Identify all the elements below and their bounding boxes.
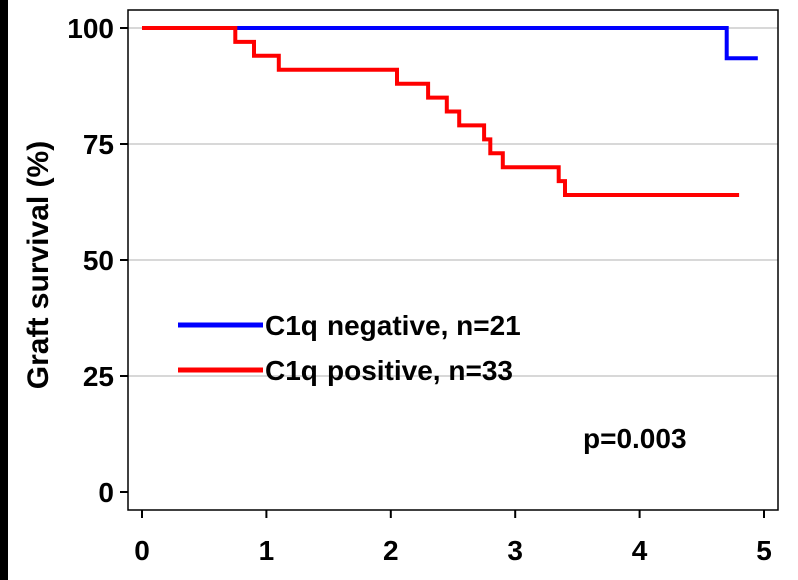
- y-axis-title: Graft survival (%): [22, 141, 55, 389]
- chart-background: [8, 0, 798, 580]
- series-lines: [142, 26, 758, 197]
- legend-label-positive-right: positive, n=33: [327, 355, 513, 386]
- x-tick-label-3: 3: [507, 535, 523, 566]
- y-axis: 0 25 50 75 100: [67, 13, 128, 508]
- legend-label-negative-left: C1q: [265, 310, 318, 341]
- y-tick-label-100: 100: [67, 13, 114, 44]
- y-tick-label-25: 25: [83, 361, 114, 392]
- x-tick-label-4: 4: [632, 535, 648, 566]
- p-value-annotation: p=0.003: [583, 423, 687, 454]
- x-axis: 0 1 2 3 4 5: [134, 510, 772, 566]
- y-tick-label-0: 0: [98, 477, 114, 508]
- legend-label-positive-left: C1q: [265, 355, 318, 386]
- x-tick-label-0: 0: [134, 535, 150, 566]
- x-tick-label-1: 1: [259, 535, 275, 566]
- series-line-c1q-negative: [142, 26, 758, 61]
- legend: C1q negative, n=21 C1q positive, n=33: [178, 310, 521, 386]
- series-line-c1q-positive: [142, 26, 740, 197]
- legend-label-negative-right: negative, n=21: [327, 310, 521, 341]
- y-tick-label-75: 75: [83, 129, 114, 160]
- x-tick-label-5: 5: [756, 535, 772, 566]
- x-tick-label-2: 2: [383, 535, 399, 566]
- y-tick-label-50: 50: [83, 245, 114, 276]
